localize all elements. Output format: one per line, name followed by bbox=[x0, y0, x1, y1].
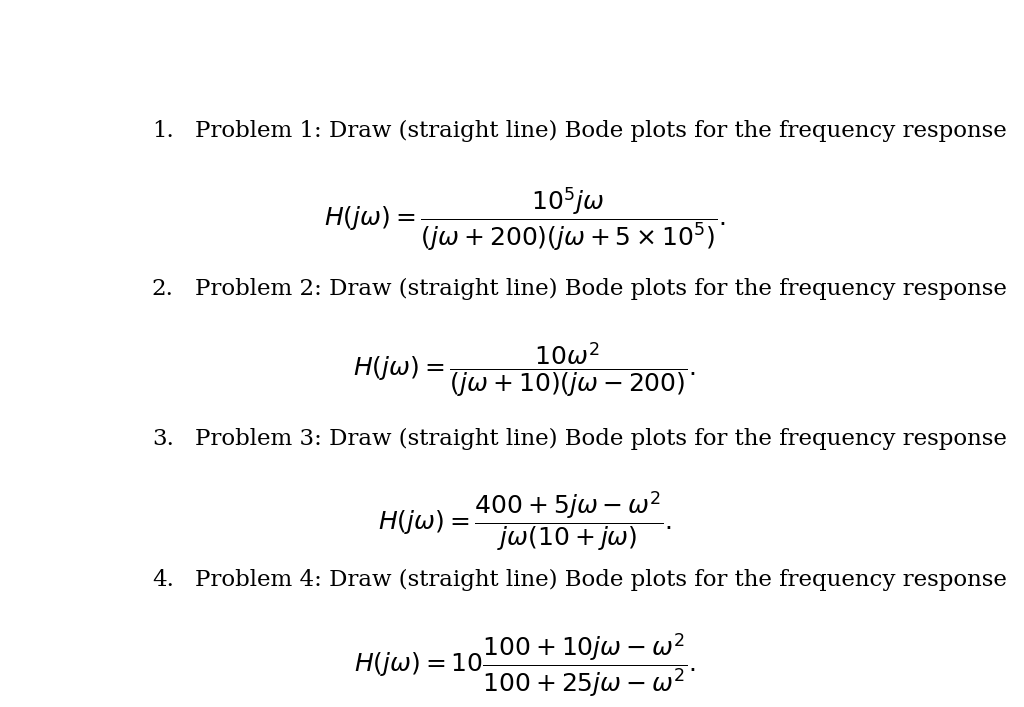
Text: $H(j\omega) = \dfrac{10\omega^2}{(j\omega + 10)(j\omega - 200)}.$: $H(j\omega) = \dfrac{10\omega^2}{(j\omeg… bbox=[353, 341, 696, 399]
Text: 4.: 4. bbox=[152, 569, 174, 591]
Text: $H(j\omega) = \dfrac{400 + 5j\omega - \omega^2}{j\omega(10 + j\omega)}.$: $H(j\omega) = \dfrac{400 + 5j\omega - \o… bbox=[378, 491, 672, 554]
Text: $H(j\omega) = 10\dfrac{100 + 10j\omega - \omega^2}{100 + 25j\omega - \omega^2}.$: $H(j\omega) = 10\dfrac{100 + 10j\omega -… bbox=[354, 632, 695, 699]
Text: Problem 4: Draw (straight line) Bode plots for the frequency response: Problem 4: Draw (straight line) Bode plo… bbox=[196, 569, 1008, 592]
Text: 2.: 2. bbox=[152, 278, 174, 300]
Text: Problem 2: Draw (straight line) Bode plots for the frequency response: Problem 2: Draw (straight line) Bode plo… bbox=[196, 278, 1008, 300]
Text: Problem 1: Draw (straight line) Bode plots for the frequency response: Problem 1: Draw (straight line) Bode plo… bbox=[196, 120, 1008, 142]
Text: 1.: 1. bbox=[152, 120, 173, 142]
Text: $H(j\omega) = \dfrac{10^5 j\omega}{(j\omega + 200)(j\omega + 5 \times 10^5)}.$: $H(j\omega) = \dfrac{10^5 j\omega}{(j\om… bbox=[324, 185, 726, 253]
Text: 3.: 3. bbox=[152, 428, 174, 450]
Text: Problem 3: Draw (straight line) Bode plots for the frequency response: Problem 3: Draw (straight line) Bode plo… bbox=[196, 428, 1008, 450]
